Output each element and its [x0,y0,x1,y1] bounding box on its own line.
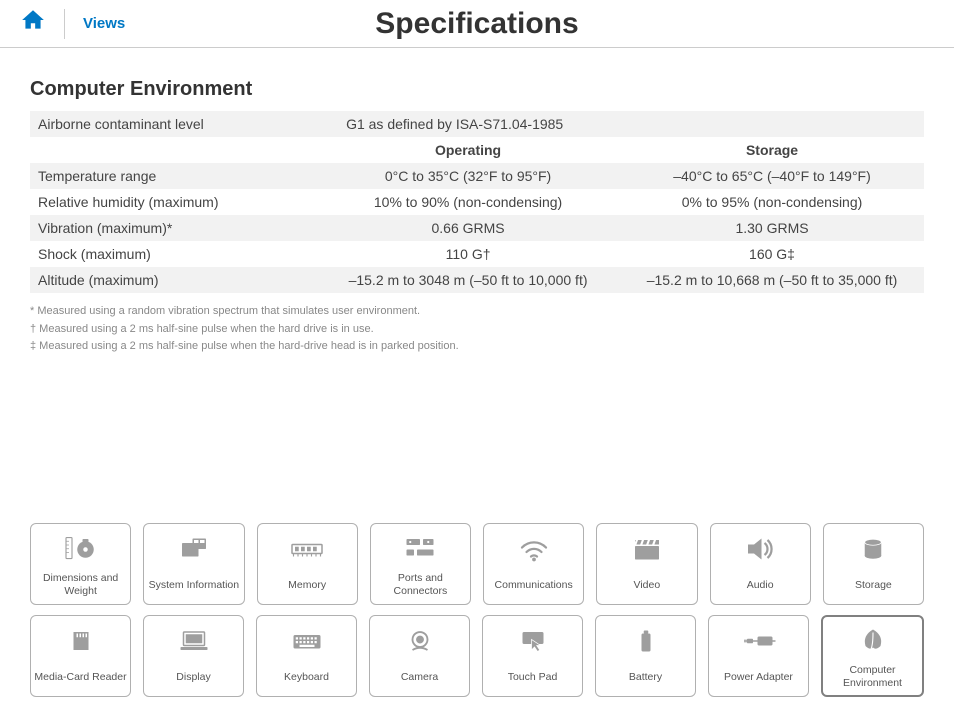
row-altitude: Altitude (maximum) –15.2 m to 3048 m (–5… [30,267,924,293]
bottom-nav: Dimensions and Weight System Information M… [0,523,954,707]
cell-value: G1 as defined by ISA-S71.04-1985 [316,111,924,137]
nav-tile-label: Computer Environment [825,664,920,689]
footnote-1: * Measured using a random vibration spec… [30,303,924,321]
nav-tile-video[interactable]: Video [596,523,697,605]
nav-tile-label: Dimensions and Weight [33,572,128,597]
footnote-2: † Measured using a 2 ms half-sine pulse … [30,321,924,339]
nav-tile-label: Audio [747,573,774,597]
nav-tile-touch-pad[interactable]: Touch Pad [482,615,583,697]
battery-icon [628,623,664,659]
header-divider [64,9,65,39]
content: Computer Environment Airborne contaminan… [0,48,954,356]
nav-tile-label: Communications [495,573,573,597]
row-contaminant: Airborne contaminant level G1 as defined… [30,111,924,137]
media-card-reader-icon [63,623,99,659]
nav-tile-label: Video [634,573,661,597]
ports-and-connectors-icon [402,530,438,566]
nav-tile-label: Power Adapter [724,665,793,689]
col-storage: Storage [620,137,924,163]
computer-environment-icon [855,622,891,658]
nav-tile-communications[interactable]: Communications [483,523,584,605]
nav-tile-computer-environment[interactable]: Computer Environment [821,615,924,697]
nav-tile-display[interactable]: Display [143,615,244,697]
nav-tile-label: System Information [149,573,239,597]
page-title: Specifications [0,7,954,41]
footnote-3: ‡ Measured using a 2 ms half-sine pulse … [30,338,924,356]
nav-tile-power-adapter[interactable]: Power Adapter [708,615,809,697]
communications-icon [516,531,552,567]
power-adapter-icon [741,623,777,659]
audio-icon [742,531,778,567]
col-operating: Operating [316,137,620,163]
row-headers: Operating Storage [30,137,924,163]
row-shock: Shock (maximum) 110 G† 160 G‡ [30,241,924,267]
nav-tile-battery[interactable]: Battery [595,615,696,697]
nav-tile-label: Ports and Connectors [373,572,468,597]
nav-tile-system-information[interactable]: System Information [143,523,244,605]
home-icon[interactable] [20,7,46,40]
nav-tile-audio[interactable]: Audio [710,523,811,605]
nav-tile-media-card-reader[interactable]: Media-Card Reader [30,615,131,697]
nav-tile-label: Storage [855,573,892,597]
row-temp: Temperature range 0°C to 35°C (32°F to 9… [30,163,924,189]
nav-tile-label: Memory [288,573,326,597]
nav-tile-label: Display [176,665,210,689]
nav-tile-camera[interactable]: Camera [369,615,470,697]
nav-tile-label: Media-Card Reader [34,665,126,689]
display-icon [176,623,212,659]
header: Views Specifications [0,0,954,48]
nav-tile-label: Camera [401,665,438,689]
footnotes: * Measured using a random vibration spec… [30,303,924,356]
row-humidity: Relative humidity (maximum) 10% to 90% (… [30,189,924,215]
nav-tile-storage[interactable]: Storage [823,523,924,605]
memory-icon [289,531,325,567]
nav-tile-label: Touch Pad [508,665,558,689]
nav-tile-label: Battery [629,665,662,689]
nav-tile-ports-and-connectors[interactable]: Ports and Connectors [370,523,471,605]
section-title: Computer Environment [30,78,924,101]
spec-table: Airborne contaminant level G1 as defined… [30,111,924,293]
storage-icon [855,531,891,567]
dimensions-and-weight-icon [63,530,99,566]
touch-pad-icon [515,623,551,659]
row-vibration: Vibration (maximum)* 0.66 GRMS 1.30 GRMS [30,215,924,241]
nav-row-1: Dimensions and Weight System Information M… [30,523,924,605]
nav-row-2: Media-Card Reader Display Keyboard Camera To… [30,615,924,697]
video-icon [629,531,665,567]
nav-tile-keyboard[interactable]: Keyboard [256,615,357,697]
system-information-icon [176,531,212,567]
nav-tile-label: Keyboard [284,665,329,689]
nav-tile-dimensions-and-weight[interactable]: Dimensions and Weight [30,523,131,605]
keyboard-icon [289,623,325,659]
nav-tile-memory[interactable]: Memory [257,523,358,605]
views-link[interactable]: Views [83,15,125,32]
cell-label: Airborne contaminant level [30,111,316,137]
camera-icon [402,623,438,659]
